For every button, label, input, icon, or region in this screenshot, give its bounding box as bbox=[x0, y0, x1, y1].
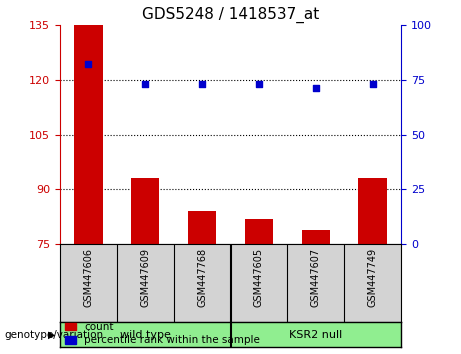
Point bbox=[255, 81, 263, 87]
Text: GSM447605: GSM447605 bbox=[254, 248, 264, 307]
Text: ▶: ▶ bbox=[48, 330, 55, 339]
Point bbox=[198, 81, 206, 87]
Bar bbox=[131, 178, 160, 244]
Text: GSM447609: GSM447609 bbox=[140, 248, 150, 307]
Bar bbox=[358, 178, 387, 244]
Text: KSR2 null: KSR2 null bbox=[289, 330, 343, 339]
Text: GSM447768: GSM447768 bbox=[197, 248, 207, 307]
Bar bbox=[245, 219, 273, 244]
Bar bbox=[188, 211, 216, 244]
Title: GDS5248 / 1418537_at: GDS5248 / 1418537_at bbox=[142, 7, 319, 23]
Bar bbox=[74, 25, 102, 244]
Bar bbox=[301, 230, 330, 244]
Text: GSM447749: GSM447749 bbox=[367, 248, 378, 307]
Text: wild type: wild type bbox=[120, 330, 171, 339]
Point bbox=[369, 81, 376, 87]
Text: GSM447606: GSM447606 bbox=[83, 248, 94, 307]
Legend: count, percentile rank within the sample: count, percentile rank within the sample bbox=[65, 322, 260, 345]
Point bbox=[312, 86, 319, 91]
Text: genotype/variation: genotype/variation bbox=[5, 330, 104, 339]
Point bbox=[85, 62, 92, 67]
Point bbox=[142, 81, 149, 87]
Text: GSM447607: GSM447607 bbox=[311, 248, 321, 307]
